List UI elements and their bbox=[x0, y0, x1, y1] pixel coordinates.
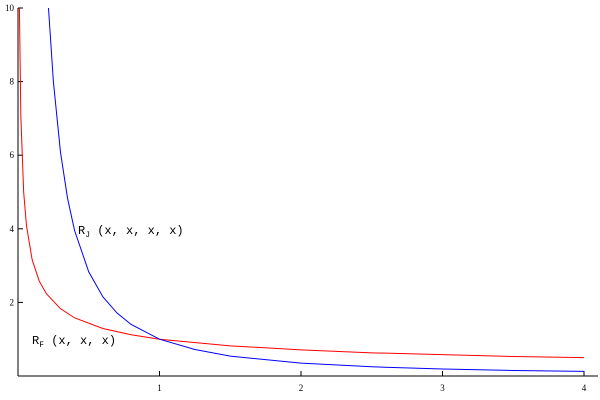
y-tick-label: 4 bbox=[10, 224, 15, 234]
series-label: RJ (x, x, x, x) bbox=[78, 224, 184, 240]
label-base: R bbox=[78, 224, 85, 238]
label-args: (x, x, x, x) bbox=[90, 224, 184, 238]
y-tick-label: 8 bbox=[10, 77, 15, 87]
label-sub: J bbox=[85, 231, 90, 240]
x-tick-label: 3 bbox=[440, 383, 445, 393]
series-label: RF (x, x, x) bbox=[32, 334, 116, 350]
label-args: (x, x, x) bbox=[44, 334, 116, 348]
line-series bbox=[18, 7, 585, 359]
y-tick-label: 2 bbox=[10, 297, 15, 307]
line-series bbox=[47, 7, 585, 372]
x-tick-label: 4 bbox=[582, 383, 587, 393]
label-sub: F bbox=[39, 341, 44, 350]
label-base: R bbox=[32, 334, 39, 348]
x-tick-label: 1 bbox=[157, 383, 162, 393]
x-tick-label: 2 bbox=[299, 383, 304, 393]
y-tick-label: 6 bbox=[10, 150, 15, 160]
y-tick-label: 10 bbox=[5, 3, 15, 13]
